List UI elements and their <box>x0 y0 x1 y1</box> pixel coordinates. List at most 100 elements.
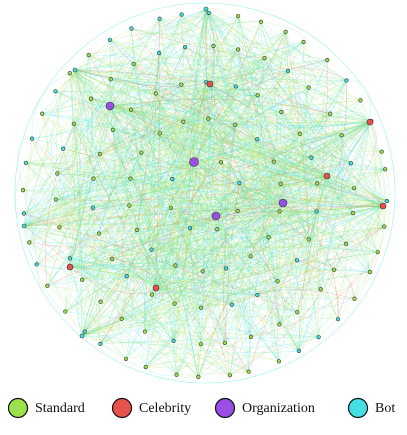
node <box>204 7 208 11</box>
node <box>247 370 251 374</box>
node <box>143 330 147 334</box>
legend-marker <box>9 399 28 418</box>
node <box>54 198 58 202</box>
node <box>135 228 139 232</box>
node <box>263 56 267 60</box>
node <box>87 53 91 57</box>
node <box>206 117 210 121</box>
node <box>351 211 355 215</box>
node <box>158 17 162 21</box>
node <box>125 274 129 278</box>
node <box>129 108 133 112</box>
legend-marker <box>349 399 368 418</box>
node <box>336 317 340 321</box>
legend-marker <box>113 399 132 418</box>
node <box>80 278 84 282</box>
node <box>127 204 131 208</box>
node <box>267 236 271 240</box>
node <box>223 341 227 345</box>
node <box>153 285 159 291</box>
node <box>340 133 344 137</box>
node <box>72 122 76 126</box>
node <box>172 339 176 343</box>
node <box>295 310 299 314</box>
node <box>236 14 240 18</box>
node <box>277 360 281 364</box>
node <box>276 280 280 284</box>
legend-label: Standard <box>35 401 85 416</box>
node <box>22 224 26 228</box>
node <box>352 186 356 190</box>
node <box>332 268 336 272</box>
node <box>199 342 203 346</box>
node <box>124 357 128 361</box>
node <box>382 225 386 229</box>
node <box>56 172 60 176</box>
node <box>279 199 287 207</box>
node <box>22 212 26 216</box>
node <box>91 206 95 210</box>
node <box>345 79 349 83</box>
node <box>98 152 102 156</box>
node <box>154 92 158 96</box>
node <box>224 267 228 271</box>
edges <box>15 3 395 383</box>
node <box>83 330 87 334</box>
node <box>99 300 103 304</box>
node <box>344 242 348 246</box>
legend-label: Celebrity <box>139 401 191 416</box>
node <box>383 167 387 171</box>
node <box>24 161 28 165</box>
node <box>173 302 177 306</box>
node <box>190 158 199 167</box>
node <box>35 263 39 267</box>
node <box>385 199 389 203</box>
node <box>157 51 161 55</box>
node <box>228 373 232 377</box>
node <box>27 241 31 245</box>
node <box>353 297 357 301</box>
node <box>324 173 330 179</box>
node <box>238 181 242 185</box>
node <box>58 226 62 230</box>
node <box>278 323 282 327</box>
node <box>68 257 72 261</box>
node <box>380 150 384 154</box>
node <box>272 160 276 164</box>
node <box>249 335 253 339</box>
node <box>236 209 240 213</box>
node <box>199 306 203 310</box>
node <box>256 293 260 297</box>
node <box>284 30 288 34</box>
legend-label: Organization <box>242 401 315 416</box>
node <box>207 81 213 87</box>
node <box>212 212 220 220</box>
node <box>201 270 205 274</box>
node <box>349 161 353 165</box>
node <box>106 102 114 110</box>
node <box>97 232 101 236</box>
node <box>249 255 253 259</box>
node <box>230 303 234 307</box>
node <box>120 317 124 321</box>
node <box>215 227 219 231</box>
legend-marker <box>216 399 235 418</box>
node <box>110 257 114 261</box>
node <box>297 349 301 353</box>
node <box>280 110 284 114</box>
node <box>61 147 65 151</box>
node <box>54 90 58 94</box>
node <box>236 48 240 52</box>
node <box>68 71 72 75</box>
node <box>286 69 290 73</box>
node <box>180 13 184 17</box>
node <box>295 259 299 263</box>
node <box>144 365 148 369</box>
node <box>259 20 263 24</box>
node <box>207 11 211 15</box>
node <box>233 123 237 127</box>
node <box>181 120 185 124</box>
node <box>174 264 178 268</box>
node <box>278 210 282 214</box>
